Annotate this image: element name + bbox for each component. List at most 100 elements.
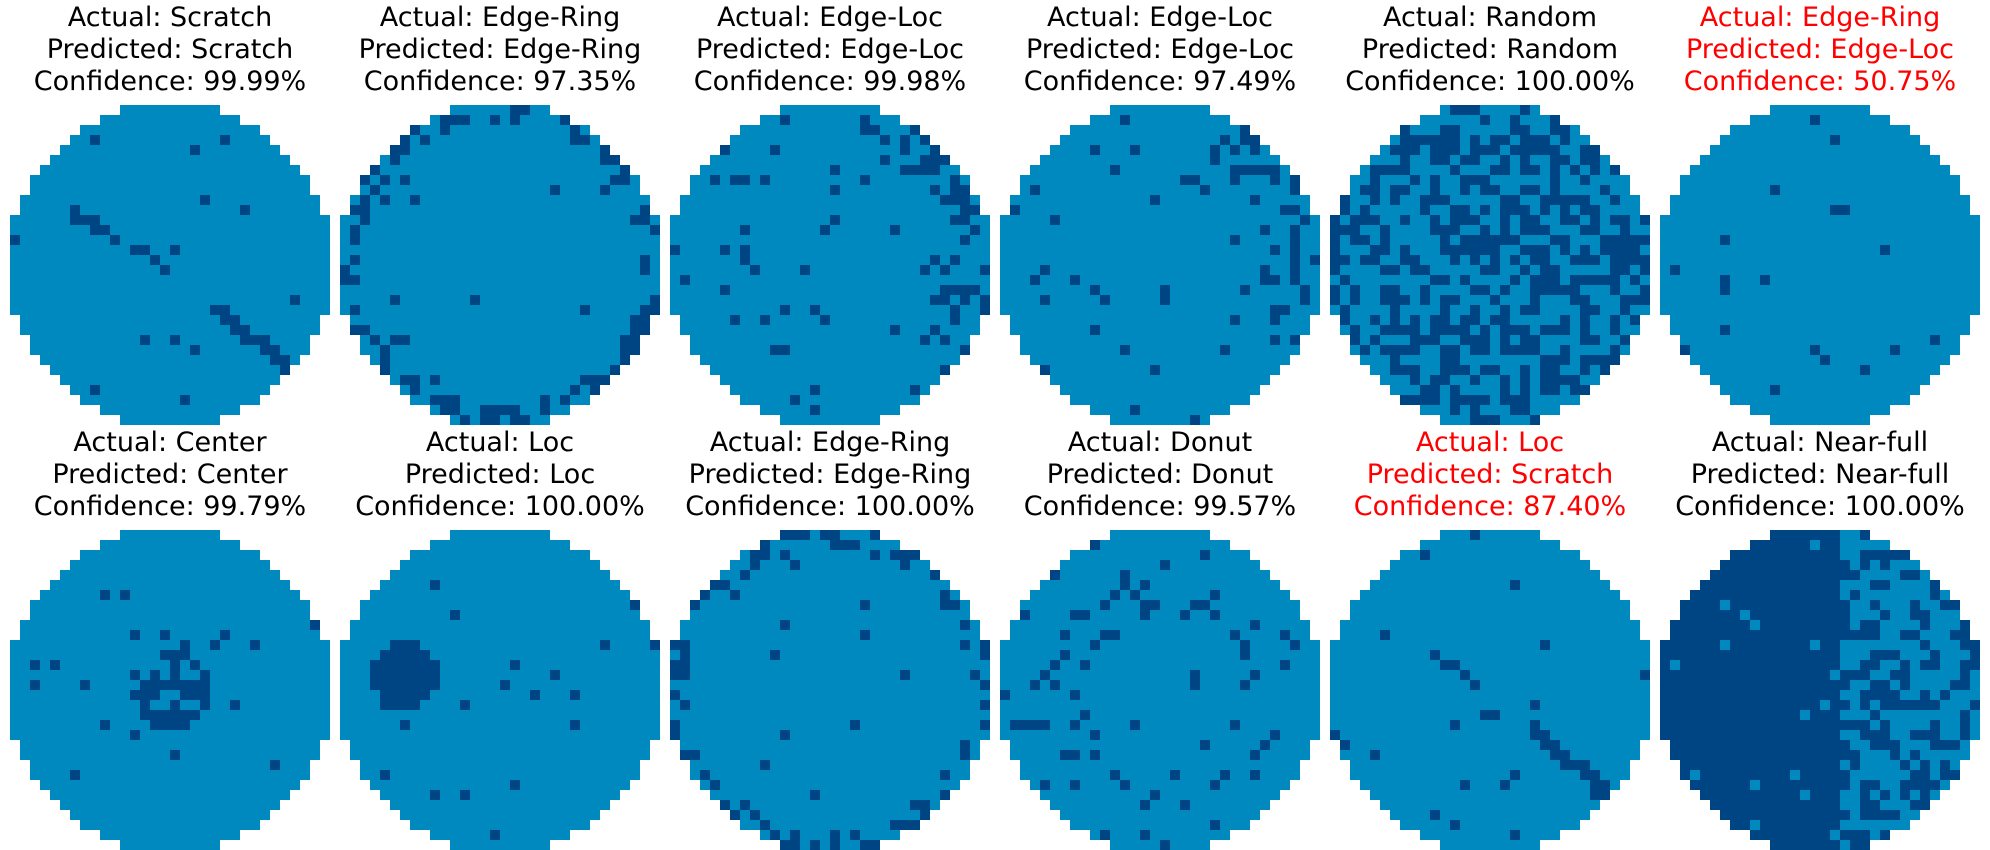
- wafer-die: [1820, 195, 1830, 205]
- wafer-die: [110, 175, 120, 185]
- wafer-die: [110, 285, 120, 295]
- wafer-die: [830, 155, 840, 165]
- wafer-die: [120, 530, 130, 540]
- wafer-die: [630, 185, 640, 195]
- wafer-die: [650, 245, 660, 255]
- wafer-die: [1410, 155, 1420, 165]
- defect-die: [360, 325, 370, 335]
- defect-die: [1520, 245, 1530, 255]
- wafer-die: [1120, 355, 1130, 365]
- wafer-die: [190, 335, 200, 345]
- wafer-die: [1210, 235, 1220, 245]
- wafer-die: [920, 145, 930, 155]
- wafer-die: [1210, 245, 1220, 255]
- defect-die: [430, 375, 440, 385]
- wafer-die: [730, 255, 740, 265]
- defect-die: [1470, 285, 1480, 295]
- wafer-die: [740, 265, 750, 275]
- wafer-die: [590, 295, 600, 305]
- wafer-die: [480, 185, 490, 195]
- wafer-die: [1850, 175, 1860, 185]
- wafer-die: [1920, 375, 1930, 385]
- wafer-die: [160, 125, 170, 135]
- wafer-die: [610, 295, 620, 305]
- wafer-die: [820, 165, 830, 175]
- wafer-die: [40, 225, 50, 235]
- wafer-die: [1870, 365, 1880, 375]
- wafer-die: [210, 265, 220, 275]
- wafer-die: [1550, 205, 1560, 215]
- defect-die: [920, 155, 930, 165]
- wafer-die: [1190, 395, 1200, 405]
- defect-die: [10, 235, 20, 245]
- wafer-die: [130, 305, 140, 315]
- wafer-die: [140, 195, 150, 205]
- actual-label: Actual: Edge-Ring: [1699, 2, 1941, 33]
- wafer-die: [720, 295, 730, 305]
- wafer-die: [1780, 195, 1790, 205]
- defect-die: [1570, 285, 1580, 295]
- wafer-die: [140, 105, 150, 115]
- wafer-die: [1780, 415, 1790, 425]
- wafer-die: [1760, 175, 1770, 185]
- wafer-die: [470, 315, 480, 325]
- wafer-die: [260, 365, 270, 375]
- wafer-die: [1490, 175, 1500, 185]
- wafer-die: [590, 285, 600, 295]
- wafer-die: [360, 265, 370, 275]
- defect-die: [1010, 205, 1020, 215]
- defect-die: [1560, 325, 1570, 335]
- wafer-die: [810, 415, 820, 425]
- wafer-die: [1160, 345, 1170, 355]
- wafer-die: [1460, 265, 1470, 275]
- wafer-die: [1380, 145, 1390, 155]
- wafer-die: [150, 530, 160, 540]
- wafer-die: [500, 165, 510, 175]
- wafer-die: [70, 265, 80, 275]
- wafer-die: [740, 355, 750, 365]
- wafer-die: [700, 335, 710, 345]
- wafer-die: [1920, 255, 1930, 265]
- defect-die: [1420, 265, 1430, 275]
- wafer-die: [130, 165, 140, 175]
- wafer-die: [1110, 335, 1120, 345]
- wafer-die: [290, 215, 300, 225]
- defect-die: [930, 185, 940, 195]
- wafer-die: [1660, 245, 1670, 255]
- wafer-die: [440, 275, 450, 285]
- wafer-die: [740, 345, 750, 355]
- wafer-die: [130, 530, 140, 540]
- defect-die: [930, 165, 940, 175]
- wafer-die: [200, 385, 210, 395]
- defect-die: [1580, 385, 1590, 395]
- wafer-die: [40, 275, 50, 285]
- wafer-die: [480, 205, 490, 215]
- wafer-die: [1050, 285, 1060, 295]
- defect-die: [760, 175, 770, 185]
- wafer-die: [1490, 205, 1500, 215]
- wafer-die: [870, 405, 880, 415]
- wafer-die: [690, 305, 700, 315]
- wafer-die: [1520, 295, 1530, 305]
- wafer-die: [1120, 305, 1130, 315]
- wafer-die: [1500, 115, 1510, 125]
- wafer-die: [1500, 275, 1510, 285]
- wafer-die: [520, 405, 530, 415]
- defect-die: [1470, 235, 1480, 245]
- wafer-die: [840, 125, 850, 135]
- wafer-die: [1240, 145, 1250, 155]
- wafer-die: [980, 215, 990, 225]
- wafer-die: [740, 295, 750, 305]
- wafer-die: [1240, 395, 1250, 405]
- defect-die: [350, 235, 360, 245]
- wafer-die: [700, 265, 710, 275]
- wafer-die: [1230, 155, 1240, 165]
- wafer-die: [1430, 295, 1440, 305]
- wafer-die: [220, 365, 230, 375]
- wafer-die: [840, 335, 850, 345]
- wafer-die: [1100, 125, 1110, 135]
- wafer-die: [890, 165, 900, 175]
- wafer-die: [450, 335, 460, 345]
- defect-die: [140, 245, 150, 255]
- wafer-die: [1220, 285, 1230, 295]
